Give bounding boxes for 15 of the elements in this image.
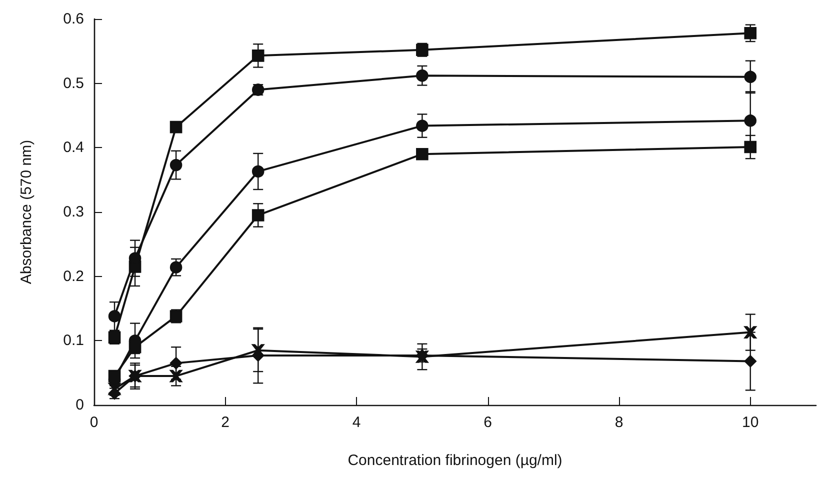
- y-axis-title: Absorbance (570 nm): [18, 140, 35, 284]
- y-tick-label: 0.4: [63, 139, 84, 156]
- x-tick-label: 4: [352, 414, 361, 431]
- y-tick-label: 0.3: [63, 204, 84, 220]
- x-tick-label: 0: [90, 414, 98, 431]
- x-tick-label: 8: [614, 414, 624, 431]
- x-tick-label: 2: [221, 414, 230, 431]
- y-tick-label: 0.6: [63, 10, 84, 28]
- y-tick-label: 0.5: [63, 74, 84, 92]
- x-tick-label: 6: [484, 414, 492, 431]
- x-tick-label: 10: [742, 414, 759, 431]
- y-tick-label: 0.2: [63, 268, 84, 285]
- x-axis-title: Concentration fibrinogen (µg/ml): [348, 452, 562, 469]
- y-tick-label: 0: [76, 396, 84, 414]
- y-tick-label: 0.1: [63, 332, 84, 350]
